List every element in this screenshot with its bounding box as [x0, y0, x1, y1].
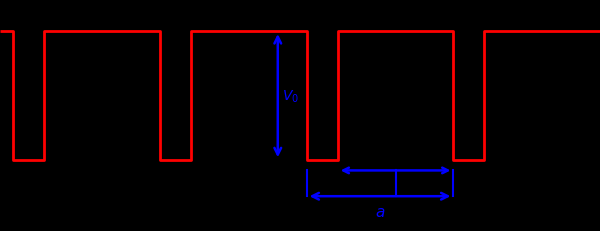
Text: $V_0$: $V_0$: [282, 88, 299, 104]
Text: $a$: $a$: [375, 204, 385, 219]
